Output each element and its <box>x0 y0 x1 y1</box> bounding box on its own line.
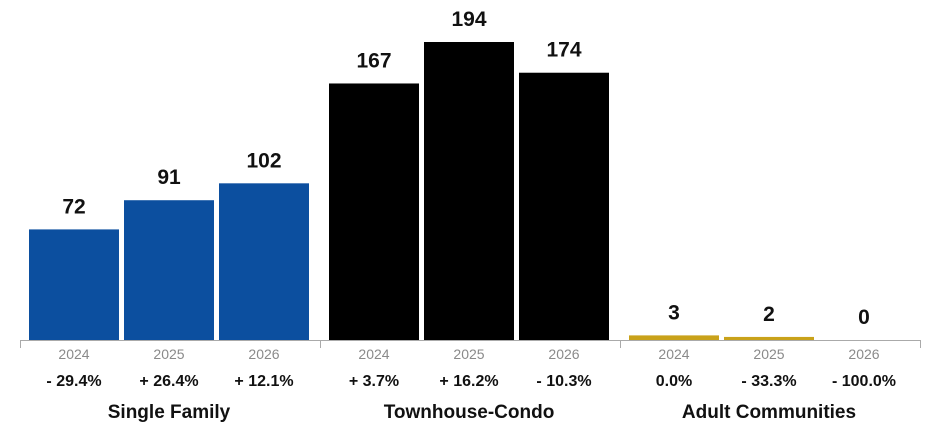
bar-value-label: 167 <box>356 49 391 72</box>
bar <box>424 42 514 340</box>
year-tick-label: 2026 <box>548 346 579 362</box>
year-tick-label: 2026 <box>248 346 279 362</box>
bar-value-label: 91 <box>157 166 181 189</box>
change-label: + 26.4% <box>139 373 198 390</box>
bar-value-label: 174 <box>546 39 581 62</box>
year-tick-label: 2026 <box>848 346 879 362</box>
bar-value-label: 194 <box>451 8 486 31</box>
group-label: Adult Communities <box>682 402 856 423</box>
bar-value-label: 3 <box>668 301 680 324</box>
year-tick-label: 2024 <box>358 346 389 362</box>
bar <box>329 83 419 340</box>
group-label: Single Family <box>108 402 231 423</box>
change-label: - 10.3% <box>536 373 591 390</box>
bar <box>724 336 814 340</box>
group-label: Townhouse-Condo <box>384 402 555 423</box>
bar <box>519 72 609 340</box>
bar-value-label: 72 <box>62 195 85 218</box>
change-label: - 33.3% <box>741 373 796 390</box>
year-tick-label: 2025 <box>153 346 184 362</box>
change-label: - 29.4% <box>46 373 101 390</box>
change-label: - 100.0% <box>832 373 896 390</box>
bar-value-label: 102 <box>246 149 281 172</box>
bar <box>629 335 719 340</box>
bar-value-label: 2 <box>763 303 775 326</box>
change-label: + 16.2% <box>439 373 498 390</box>
year-tick-label: 2024 <box>58 346 89 362</box>
bar <box>124 200 214 340</box>
change-label: + 12.1% <box>234 373 293 390</box>
bar-value-label: 0 <box>858 306 870 329</box>
bar <box>219 183 309 340</box>
change-label: + 3.7% <box>349 373 399 390</box>
change-label: 0.0% <box>656 373 692 390</box>
year-tick-label: 2025 <box>753 346 784 362</box>
bar <box>29 229 119 340</box>
year-tick-label: 2024 <box>658 346 689 362</box>
year-tick-label: 2025 <box>453 346 484 362</box>
